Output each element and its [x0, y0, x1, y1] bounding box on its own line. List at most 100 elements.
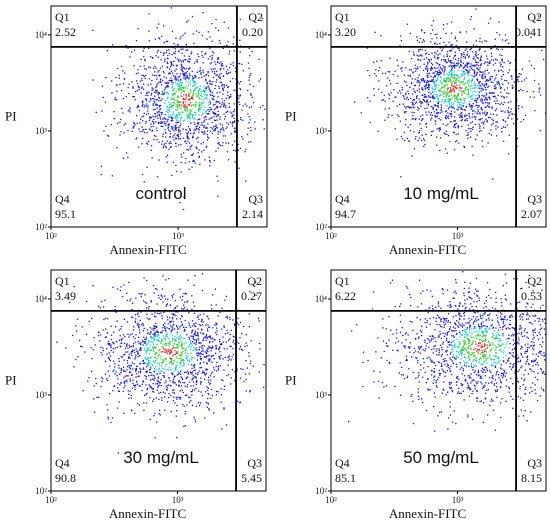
scatter-point	[460, 61, 462, 63]
scatter-point	[175, 353, 177, 356]
scatter-point	[423, 96, 425, 99]
scatter-point	[139, 319, 141, 322]
scatter-point	[196, 359, 199, 361]
scatter-point	[124, 353, 126, 356]
scatter-point	[174, 50, 177, 53]
scatter-point	[242, 349, 244, 351]
scatter-point	[137, 352, 139, 354]
scatter-point	[175, 142, 177, 145]
scatter-point	[182, 98, 184, 100]
scatter-point	[497, 48, 499, 51]
scatter-point	[244, 103, 246, 105]
scatter-point	[196, 334, 198, 337]
scatter-point	[453, 77, 455, 79]
scatter-point	[438, 95, 440, 97]
scatter-point	[466, 134, 468, 137]
scatter-point	[427, 63, 429, 65]
scatter-point	[188, 77, 190, 79]
scatter-point	[205, 146, 207, 148]
scatter-point	[211, 361, 213, 363]
scatter-point	[201, 90, 203, 92]
scatter-point	[427, 76, 429, 78]
scatter-point	[473, 87, 475, 89]
scatter-point	[154, 356, 157, 358]
scatter-point	[106, 332, 108, 334]
scatter-point	[156, 338, 158, 341]
scatter-point	[484, 61, 486, 63]
scatter-point	[146, 343, 149, 345]
scatter-point	[473, 71, 476, 73]
scatter-point	[187, 345, 189, 348]
scatter-point	[453, 120, 455, 122]
scatter-point	[226, 110, 229, 112]
scatter-point	[134, 341, 137, 343]
scatter-point	[126, 369, 128, 371]
scatter-point	[213, 115, 215, 118]
scatter-point	[501, 131, 503, 133]
scatter-point	[215, 347, 217, 349]
scatter-point	[169, 325, 172, 327]
scatter-point	[135, 370, 137, 372]
scatter-point	[486, 97, 488, 99]
scatter-point	[171, 90, 174, 92]
scatter-point	[475, 61, 478, 63]
scatter-point	[417, 306, 419, 308]
scatter-point	[452, 131, 455, 133]
scatter-point	[158, 339, 160, 341]
scatter-point	[156, 339, 158, 341]
scatter-point	[211, 40, 213, 42]
scatter-point	[149, 369, 151, 371]
scatter-point	[199, 104, 201, 106]
scatter-point	[169, 351, 171, 354]
scatter-point	[456, 108, 458, 110]
scatter-point	[178, 129, 180, 131]
scatter-point	[400, 176, 402, 178]
scatter-point	[187, 94, 190, 96]
scatter-point	[179, 112, 181, 114]
scatter-point	[187, 140, 189, 142]
scatter-point	[434, 83, 436, 85]
scatter-point	[201, 131, 203, 133]
scatter-point	[475, 40, 477, 42]
scatter-point	[494, 365, 496, 367]
scatter-point	[101, 110, 103, 112]
scatter-point	[388, 98, 390, 100]
scatter-point	[203, 149, 205, 151]
scatter-point	[137, 322, 139, 325]
scatter-point	[143, 88, 145, 90]
scatter-point	[454, 74, 456, 76]
scatter-point	[161, 345, 163, 348]
scatter-point	[473, 76, 475, 78]
scatter-point	[477, 106, 479, 108]
scatter-point	[172, 136, 174, 138]
scatter-point	[259, 106, 261, 108]
scatter-point	[457, 64, 459, 66]
scatter-point	[151, 89, 153, 91]
scatter-point	[163, 376, 165, 379]
scatter-point	[451, 74, 453, 76]
scatter-point	[149, 379, 152, 381]
q1-label: Q1	[55, 10, 70, 24]
scatter-point	[458, 66, 460, 68]
scatter-point	[467, 70, 469, 72]
scatter-point	[198, 106, 200, 108]
scatter-point	[154, 412, 156, 415]
scatter-point	[157, 385, 160, 387]
scatter-point	[168, 369, 170, 371]
scatter-point	[131, 51, 133, 53]
scatter-point	[480, 71, 482, 73]
scatter-point	[185, 377, 187, 379]
scatter-point	[158, 96, 160, 98]
scatter-point	[168, 123, 170, 126]
scatter-point	[430, 338, 432, 340]
scatter-point	[501, 301, 503, 304]
scatter-point	[180, 79, 182, 81]
scatter-point	[152, 347, 154, 349]
scatter-point	[156, 98, 158, 101]
scatter-point	[466, 63, 468, 66]
scatter-point	[150, 366, 152, 368]
scatter-point	[221, 343, 223, 346]
scatter-point	[447, 98, 449, 101]
scatter-point	[446, 88, 449, 91]
scatter-point	[469, 320, 471, 322]
